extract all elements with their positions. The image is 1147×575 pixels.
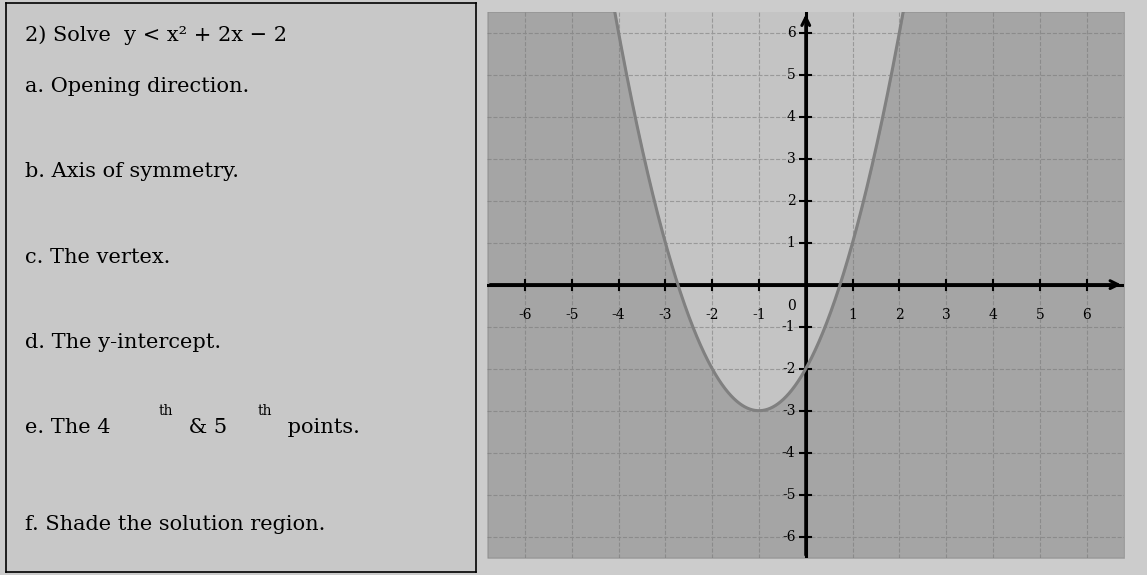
Text: 6: 6 — [1083, 308, 1091, 322]
Text: b. Axis of symmetry.: b. Axis of symmetry. — [24, 162, 239, 181]
Text: -3: -3 — [782, 404, 796, 417]
Text: e. The 4: e. The 4 — [24, 419, 110, 438]
Text: & 5: & 5 — [182, 419, 227, 438]
Text: points.: points. — [281, 419, 360, 438]
Text: 6: 6 — [787, 25, 796, 40]
Text: -4: -4 — [611, 308, 625, 322]
Text: d. The y-intercept.: d. The y-intercept. — [24, 333, 220, 352]
Text: 1: 1 — [787, 236, 796, 250]
Text: 0: 0 — [787, 300, 796, 313]
Text: -6: -6 — [782, 530, 796, 544]
Text: -4: -4 — [782, 446, 796, 459]
Text: 5: 5 — [787, 67, 796, 82]
Text: -6: -6 — [518, 308, 532, 322]
Text: f. Shade the solution region.: f. Shade the solution region. — [24, 515, 325, 534]
Text: th: th — [257, 404, 272, 418]
Text: th: th — [158, 404, 173, 418]
Text: 2: 2 — [895, 308, 904, 322]
Text: -3: -3 — [658, 308, 672, 322]
Text: 1: 1 — [848, 308, 857, 322]
Text: -1: -1 — [782, 320, 796, 334]
Text: 4: 4 — [787, 110, 796, 124]
Text: -2: -2 — [782, 362, 796, 375]
Text: 2: 2 — [787, 194, 796, 208]
Text: c. The vertex.: c. The vertex. — [24, 248, 170, 267]
Text: -5: -5 — [782, 488, 796, 502]
Text: a. Opening direction.: a. Opening direction. — [24, 77, 249, 96]
Text: 2) Solve  y < x² + 2x − 2: 2) Solve y < x² + 2x − 2 — [24, 26, 287, 45]
Text: 3: 3 — [787, 152, 796, 166]
Text: -5: -5 — [565, 308, 578, 322]
Text: -2: -2 — [705, 308, 719, 322]
Text: 5: 5 — [1036, 308, 1044, 322]
Text: 3: 3 — [942, 308, 951, 322]
Text: -1: -1 — [752, 308, 766, 322]
Text: 4: 4 — [989, 308, 998, 322]
